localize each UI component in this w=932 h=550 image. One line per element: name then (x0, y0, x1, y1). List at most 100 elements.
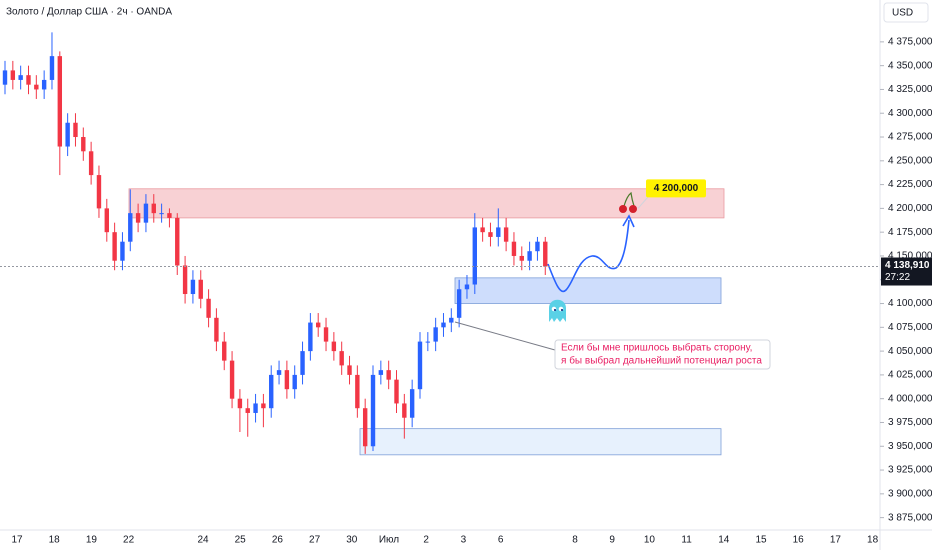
x-tick-label: 3 (461, 535, 467, 546)
x-tick-label: 6 (498, 535, 504, 546)
candle-body (355, 374, 360, 409)
forecast-arrow (547, 219, 630, 293)
x-tick-label: 8 (572, 535, 578, 546)
candle-body (175, 217, 180, 266)
candle-body (237, 398, 243, 409)
x-tick-label: 18 (867, 535, 879, 546)
y-tick-label: 4 325,000 (888, 84, 932, 95)
candle-body (112, 232, 117, 261)
x-tick-label: 14 (718, 535, 730, 546)
candle-body (300, 351, 305, 375)
candle-body (316, 322, 321, 328)
candle-body (269, 374, 274, 409)
candle-body (347, 365, 352, 375)
candle-body (409, 389, 415, 418)
y-tick-label: 4 175,000 (888, 227, 932, 238)
candle-body (323, 327, 329, 342)
y-tick-label: 3 950,000 (888, 441, 932, 452)
x-tick-label: 17 (11, 535, 23, 546)
candle-body (386, 370, 391, 380)
y-tick-label: 4 250,000 (888, 155, 932, 166)
candle-body (449, 317, 454, 323)
y-tick-label: 4 375,000 (888, 37, 932, 48)
candle-body (535, 241, 540, 252)
candle-body (128, 213, 133, 242)
candle-body (120, 241, 125, 261)
cherry-icon (619, 191, 637, 213)
y-tick-label: 4 050,000 (888, 346, 932, 357)
y-tick-label: 3 900,000 (888, 488, 932, 499)
currency[interactable]: USD (892, 8, 913, 19)
candle-body (81, 137, 86, 152)
candle-body (519, 255, 524, 261)
candle-body (480, 227, 485, 233)
candle-body (496, 227, 501, 237)
candle-body (331, 341, 337, 352)
y-tick-label: 3 975,000 (888, 417, 932, 428)
currency-box[interactable] (883, 2, 929, 23)
candle-body (104, 208, 109, 233)
candle-body (34, 84, 39, 90)
candle-body (261, 403, 266, 409)
zones (128, 188, 725, 456)
candle-body (135, 213, 141, 223)
y-tick-label: 4 275,000 (888, 132, 932, 143)
candle-body (488, 232, 493, 237)
candle-body (206, 298, 211, 318)
x-tick-label: 30 (346, 535, 358, 546)
candle-body (57, 56, 63, 147)
candle-body (190, 279, 196, 295)
candle-body (49, 56, 55, 80)
candle-body (198, 279, 203, 299)
candle-body (417, 341, 423, 390)
candle-body (41, 79, 47, 90)
candle-body (65, 122, 70, 147)
x-tick-label: 25 (235, 535, 247, 546)
candle-body (159, 213, 164, 215)
candle-body (543, 241, 548, 267)
candle-body (222, 341, 227, 361)
chart-title: Золото / Доллар США · 2ч · OANDA (6, 7, 172, 18)
price-tag-label: 4 138,910 (885, 260, 930, 271)
candle-body (276, 370, 282, 375)
candle-body (402, 403, 407, 418)
candle-body (362, 408, 368, 447)
y-tick-label: 4 300,000 (888, 108, 932, 119)
x-tick-label: 16 (793, 535, 805, 546)
y-tick-label: 4 025,000 (888, 370, 932, 381)
y-tick-label: 4 350,000 (888, 60, 932, 71)
candle-body (425, 341, 431, 343)
candle-body (284, 370, 290, 390)
candle-body (339, 351, 344, 366)
candle-body (10, 70, 16, 80)
target-label: 4 200,000 (654, 183, 699, 194)
x-tick-label: 9 (609, 535, 615, 546)
ghost-icon (549, 299, 566, 322)
y-tick-label: 4 200,000 (888, 203, 932, 214)
y-tick-label: 3 925,000 (888, 465, 932, 476)
y-tick-label: 4 225,000 (888, 179, 932, 190)
candle-body (151, 203, 156, 214)
zone (454, 277, 722, 304)
candle-body (253, 403, 258, 413)
x-tick-label: 26 (272, 535, 284, 546)
candle-body (229, 360, 235, 399)
y-tick-label: 4 000,000 (888, 393, 932, 404)
x-tick-label: 22 (123, 535, 135, 546)
annotation-text: я бы выбрал дальнейший потенциал роста (561, 355, 762, 367)
x-tick-label: 27 (309, 535, 321, 546)
candle-body (370, 374, 376, 447)
candle-body (308, 322, 313, 352)
zone (128, 188, 725, 219)
candle-body (527, 251, 532, 261)
x-tick-label: 2 (423, 535, 429, 546)
candle-body (73, 122, 78, 138)
candle-body (96, 175, 102, 209)
candle-body (511, 241, 517, 256)
candle-body (18, 75, 23, 80)
candle-body (245, 408, 250, 413)
candle-body (472, 227, 477, 285)
zone (359, 428, 722, 456)
x-tick-label: 19 (86, 535, 98, 546)
